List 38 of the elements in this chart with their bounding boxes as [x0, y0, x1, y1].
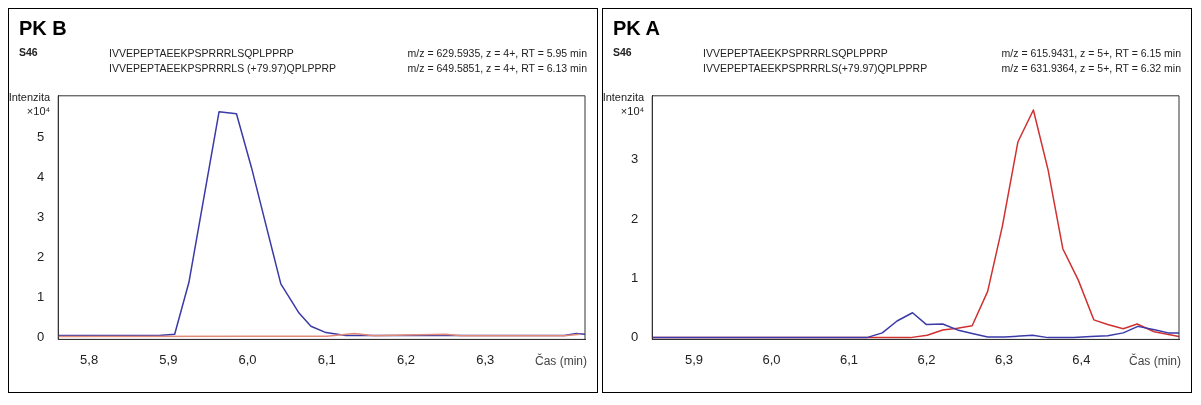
y-tick-label: 3: [631, 151, 639, 167]
y-tick-label: 1: [631, 269, 639, 285]
text: m/z = 631.9364, z = 5+, RT = 6.32 min: [1001, 61, 1181, 76]
y-tick-label: 3: [37, 209, 45, 225]
x-tick-label: 6,0: [238, 351, 257, 367]
text: m/z = 615.9431, z = 5+, RT = 6.15 min: [1001, 46, 1181, 61]
chart-title: PK A: [613, 17, 662, 40]
x-tick-label: 5,9: [159, 351, 178, 367]
x-tick-label: 5,8: [80, 351, 99, 367]
text: IVVEPEPTAEEKPSPRRRLSQPLPPRP: [703, 46, 889, 61]
x-tick-label: 6,2: [396, 351, 416, 367]
y-tick-label: 0: [37, 328, 45, 344]
chart-title: PK B: [19, 17, 68, 40]
x-axis-title: Čas (min): [534, 352, 587, 368]
y-axis-title: Intenzita ×10⁴: [602, 90, 646, 117]
x-tick-label: 6,4: [1072, 351, 1091, 367]
text: IVVEPEPTAEEKPSPRRRLS(+79.97)QPLPPRP: [703, 61, 929, 76]
x-tick-label: 6,1: [317, 351, 336, 367]
chart-subtitle: S46: [613, 46, 633, 58]
y-tick-label: 2: [37, 249, 45, 265]
x-tick-label: 6,3: [476, 351, 495, 367]
x-tick-label: 5,9: [685, 351, 704, 367]
y-tick-label: 2: [631, 210, 639, 226]
chart-subtitle: S46: [19, 46, 39, 58]
text: m/z = 629.5935, z = 4+, RT = 5.95 min: [407, 46, 587, 61]
x-tick-label: 6,2: [917, 351, 936, 367]
y-tick-label: 4: [37, 169, 45, 185]
y-axis-title: Intenzita ×10⁴: [8, 90, 52, 117]
y-tick-label: 5: [37, 129, 45, 145]
x-tick-label: 6,3: [994, 351, 1013, 367]
text: IVVEPEPTAEEKPSPRRRLSQPLPPRP: [109, 46, 295, 61]
x-axis-title: Čas (min): [1128, 352, 1181, 368]
y-tick-label: 1: [37, 289, 45, 305]
y-tick-label: 0: [631, 329, 639, 345]
text: IVVEPEPTAEEKPSPRRRLS (+79.97)QPLPPRP: [109, 61, 338, 76]
x-tick-label: 6,0: [762, 351, 781, 367]
x-tick-label: 6,1: [839, 351, 859, 367]
text: m/z = 649.5851, z = 4+, RT = 6.13 min: [407, 61, 587, 76]
